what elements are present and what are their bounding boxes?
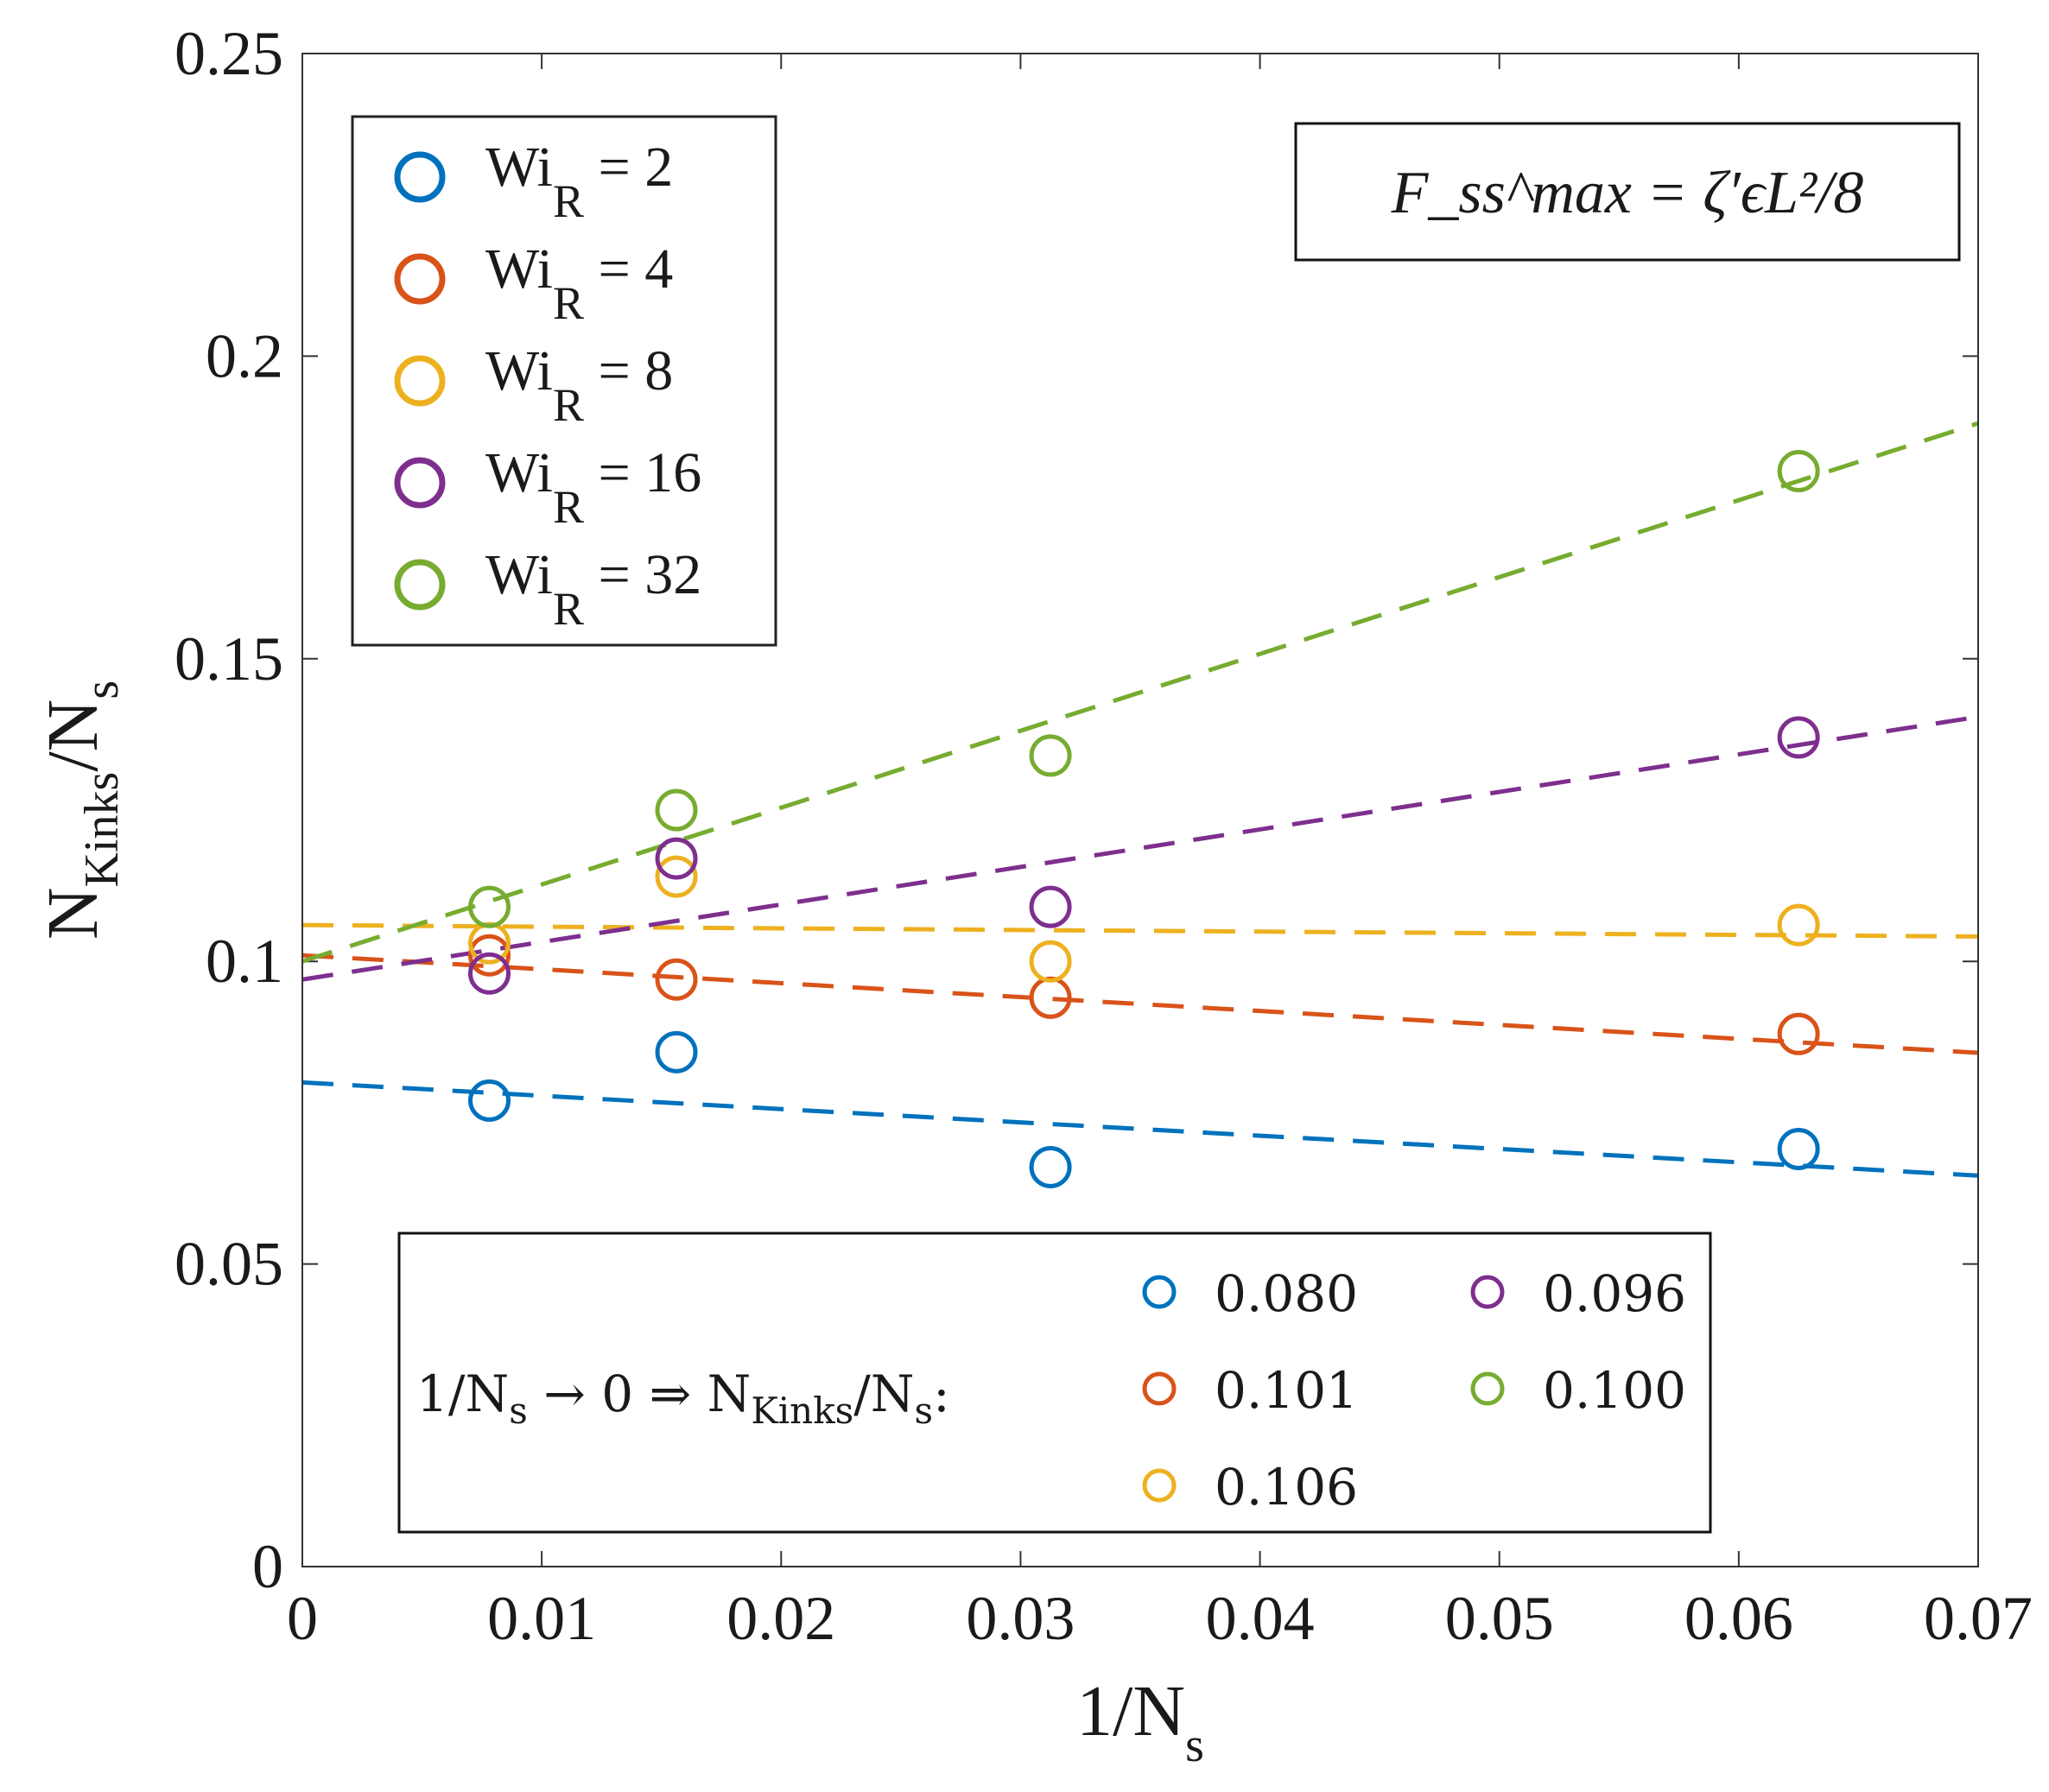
data-point xyxy=(1029,734,1072,777)
data-point xyxy=(468,1079,511,1122)
limit-marker xyxy=(1470,1371,1505,1406)
fit-line xyxy=(301,714,1979,982)
data-point xyxy=(1777,1127,1820,1170)
limit-marker xyxy=(1142,1371,1177,1406)
limit-values-box: 1/Ns → 0 ⇒ NKinks/Ns: 0.0800.1010.1060.0… xyxy=(397,1232,1712,1534)
data-point xyxy=(655,958,698,1001)
legend-label: WiR = 32 xyxy=(485,543,701,635)
x-axis-title: 1/Ns xyxy=(1076,1671,1204,1772)
y-tick-label: 0.15 xyxy=(174,624,283,693)
y-tick-label: 0.05 xyxy=(174,1230,283,1299)
y-tick-label: 0.25 xyxy=(174,19,283,88)
data-point xyxy=(1777,450,1820,493)
plot-frame xyxy=(301,53,1979,1567)
x-tick-label: 0.02 xyxy=(726,1584,835,1653)
fit-line xyxy=(301,1080,1979,1178)
y-axis-title: NKinks/Ns xyxy=(33,681,129,940)
legend-label: WiR = 8 xyxy=(485,339,673,431)
limit-value: 0.106 xyxy=(1215,1458,1358,1517)
limit-value: 0.080 xyxy=(1215,1264,1358,1323)
legend-marker xyxy=(394,457,446,509)
data-point xyxy=(1029,1145,1072,1188)
formula-box: F_ss^max = ζ′ϵ̇L²/8 xyxy=(1294,122,1961,262)
fit-line xyxy=(301,421,1979,964)
x-tick-label: 0 xyxy=(287,1584,318,1653)
limit-values-entries: 0.080 0.101 0.106 0.096 0.100 xyxy=(1142,1264,1686,1517)
legend: WiR = 2 WiR = 4 WiR = 8 WiR = 16 WiR = 32 xyxy=(351,115,777,647)
data-point xyxy=(655,788,698,832)
data-point xyxy=(468,934,511,977)
limit-marker xyxy=(1470,1275,1505,1309)
legend-marker xyxy=(394,559,446,611)
legend-marker xyxy=(394,355,446,407)
data-point xyxy=(1777,1012,1820,1055)
x-tick-label: 0.03 xyxy=(966,1584,1075,1653)
fit-line xyxy=(301,922,1979,939)
data-point xyxy=(468,952,511,995)
data-point xyxy=(655,837,698,880)
x-tick-label: 0.01 xyxy=(487,1584,596,1653)
tick-labels: 0 0.01 0.02 0.03 0.04 0.05 0.06 0.07 0 0.05 0.1 0.1… xyxy=(174,19,2033,1653)
fit-lines xyxy=(301,421,1979,1178)
legend-marker xyxy=(394,151,446,203)
legend-marker xyxy=(394,253,446,305)
fit-line xyxy=(301,953,1979,1055)
y-tick-label: 0 xyxy=(252,1532,283,1601)
x-tick-label: 0.05 xyxy=(1445,1584,1554,1653)
limit-value: 0.100 xyxy=(1543,1361,1686,1420)
x-tick-label: 0.07 xyxy=(1924,1584,2033,1653)
x-tick-label: 0.06 xyxy=(1684,1584,1793,1653)
limit-values-box-frame xyxy=(397,1232,1712,1534)
legend-frame xyxy=(351,115,777,647)
limit-marker xyxy=(1142,1275,1177,1309)
data-point xyxy=(1029,940,1072,983)
data-point xyxy=(655,855,698,898)
data-point xyxy=(1029,885,1072,928)
limit-marker xyxy=(1142,1468,1177,1503)
limit-value: 0.096 xyxy=(1543,1264,1686,1323)
x-tick-label: 0.04 xyxy=(1206,1584,1315,1653)
legend-label: WiR = 4 xyxy=(485,237,673,329)
data-point xyxy=(655,1030,698,1073)
data-point xyxy=(1777,716,1820,759)
y-tick-label: 0.1 xyxy=(206,927,283,996)
x-axis-title-subscript: s xyxy=(1185,1719,1204,1772)
data-points xyxy=(468,450,1820,1188)
data-point xyxy=(1777,903,1820,947)
limit-value: 0.101 xyxy=(1215,1361,1358,1420)
limit-values-label: 1/Ns → 0 ⇒ NKinks/Ns: xyxy=(416,1365,950,1432)
data-point xyxy=(468,885,511,928)
formula-box-frame xyxy=(1294,122,1961,262)
legend-label: WiR = 2 xyxy=(485,136,673,227)
y-tick-label: 0.2 xyxy=(206,321,283,390)
formula-label: F_ss^max = ζ′ϵ̇L²/8 xyxy=(1391,160,1864,226)
legend-label: WiR = 16 xyxy=(485,441,701,533)
